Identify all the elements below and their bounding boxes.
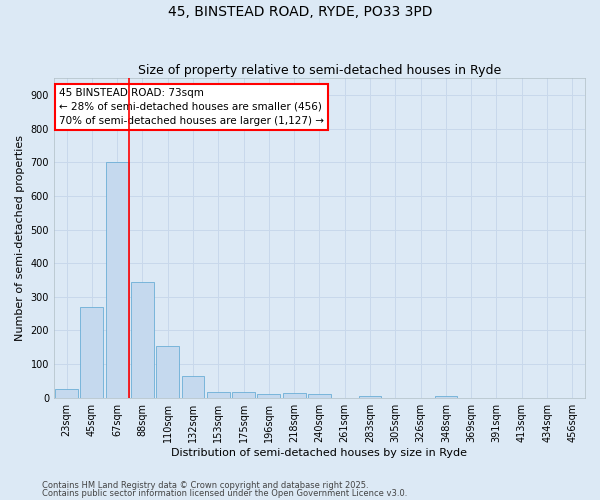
Bar xyxy=(157,346,179,398)
Text: 45 BINSTEAD ROAD: 73sqm
← 28% of semi-detached houses are smaller (456)
70% of s: 45 BINSTEAD ROAD: 73sqm ← 28% of semi-de… xyxy=(59,88,324,126)
Text: Contains HM Land Registry data © Crown copyright and database right 2025.: Contains HM Land Registry data © Crown c… xyxy=(42,480,368,490)
Text: 45, BINSTEAD ROAD, RYDE, PO33 3PD: 45, BINSTEAD ROAD, RYDE, PO33 3PD xyxy=(168,5,432,19)
Y-axis label: Number of semi-detached properties: Number of semi-detached properties xyxy=(15,135,25,341)
Bar xyxy=(283,392,305,398)
Text: Contains public sector information licensed under the Open Government Licence v3: Contains public sector information licen… xyxy=(42,489,407,498)
X-axis label: Distribution of semi-detached houses by size in Ryde: Distribution of semi-detached houses by … xyxy=(172,448,467,458)
Bar xyxy=(207,392,230,398)
Bar xyxy=(80,307,103,398)
Bar xyxy=(359,396,382,398)
Bar xyxy=(434,396,457,398)
Bar xyxy=(106,162,128,398)
Bar xyxy=(308,394,331,398)
Bar xyxy=(182,376,205,398)
Bar xyxy=(55,390,78,398)
Bar xyxy=(257,394,280,398)
Bar xyxy=(131,282,154,398)
Title: Size of property relative to semi-detached houses in Ryde: Size of property relative to semi-detach… xyxy=(138,64,501,77)
Bar xyxy=(232,392,255,398)
